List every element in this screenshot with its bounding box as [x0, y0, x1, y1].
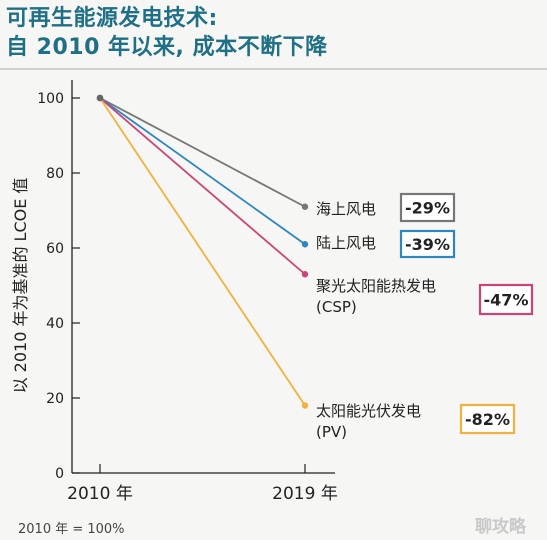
series-label-2-line-0: 聚光太阳能热发电 — [316, 277, 436, 295]
title-block: 可再生能源发电技术: 自 2010 年以来, 成本不断下降 — [6, 4, 328, 62]
series-end-point-0 — [301, 203, 309, 210]
change-badge-label-1: -39% — [405, 235, 450, 254]
series-end-point-1 — [301, 241, 309, 248]
y-tick-label-0: 0 — [55, 466, 64, 482]
change-badge-label-0: -29% — [405, 199, 450, 218]
y-axis-label: 以 2010 年为基准的 LCOE 值 — [11, 178, 30, 394]
series-start-point — [96, 94, 104, 102]
series-end-point-2 — [301, 271, 309, 278]
change-badge-label-2: -47% — [484, 291, 529, 310]
change-badge-box-3 — [459, 403, 516, 435]
chart-title-line-1: 可再生能源发电技术: — [6, 6, 218, 31]
y-tick-label-20: 20 — [46, 391, 64, 407]
series-label-2-line-1: (CSP) — [316, 298, 357, 316]
footnote: 2010 年 = 100% — [18, 522, 125, 537]
x-tick-label-0: 2010 年 — [67, 484, 133, 504]
change-badge-box-2 — [478, 283, 534, 316]
series-label-3-line-1: (PV) — [316, 423, 347, 441]
x-tick-label-1: 2019 年 — [272, 484, 338, 504]
change-badge-label-3: -82% — [465, 410, 510, 429]
series-line-2 — [99, 97, 306, 275]
y-tick-label-100: 100 — [37, 91, 64, 107]
series-end-point-3 — [301, 402, 309, 409]
watermark: 聊攻略 — [475, 517, 526, 537]
series-line-3 — [99, 97, 306, 406]
y-tick-label-60: 60 — [46, 241, 64, 257]
series-label-0-line-0: 海上风电 — [316, 200, 376, 218]
series-label-3-line-0: 太阳能光伏发电 — [316, 402, 421, 420]
title-divider — [0, 68, 547, 70]
change-badge-box-0 — [399, 192, 456, 223]
change-badge-box-1 — [399, 229, 456, 259]
y-tick-label-40: 40 — [46, 316, 64, 332]
series-line-1 — [99, 97, 306, 245]
series-line-0 — [99, 97, 306, 208]
y-tick-label-80: 80 — [46, 166, 64, 182]
series-label-1-line-0: 陆上风电 — [316, 234, 376, 252]
chart-title-line-2: 自 2010 年以来, 成本不断下降 — [6, 35, 328, 60]
